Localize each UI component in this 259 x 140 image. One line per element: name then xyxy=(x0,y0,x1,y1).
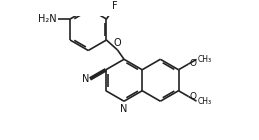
Text: O: O xyxy=(113,38,121,48)
Text: CH₃: CH₃ xyxy=(197,54,211,64)
Text: F: F xyxy=(112,1,118,11)
Text: H₂N: H₂N xyxy=(38,14,57,24)
Text: N: N xyxy=(120,104,128,114)
Text: O: O xyxy=(189,59,196,68)
Text: CH₃: CH₃ xyxy=(197,97,211,106)
Text: O: O xyxy=(189,92,196,101)
Text: N: N xyxy=(82,74,89,84)
